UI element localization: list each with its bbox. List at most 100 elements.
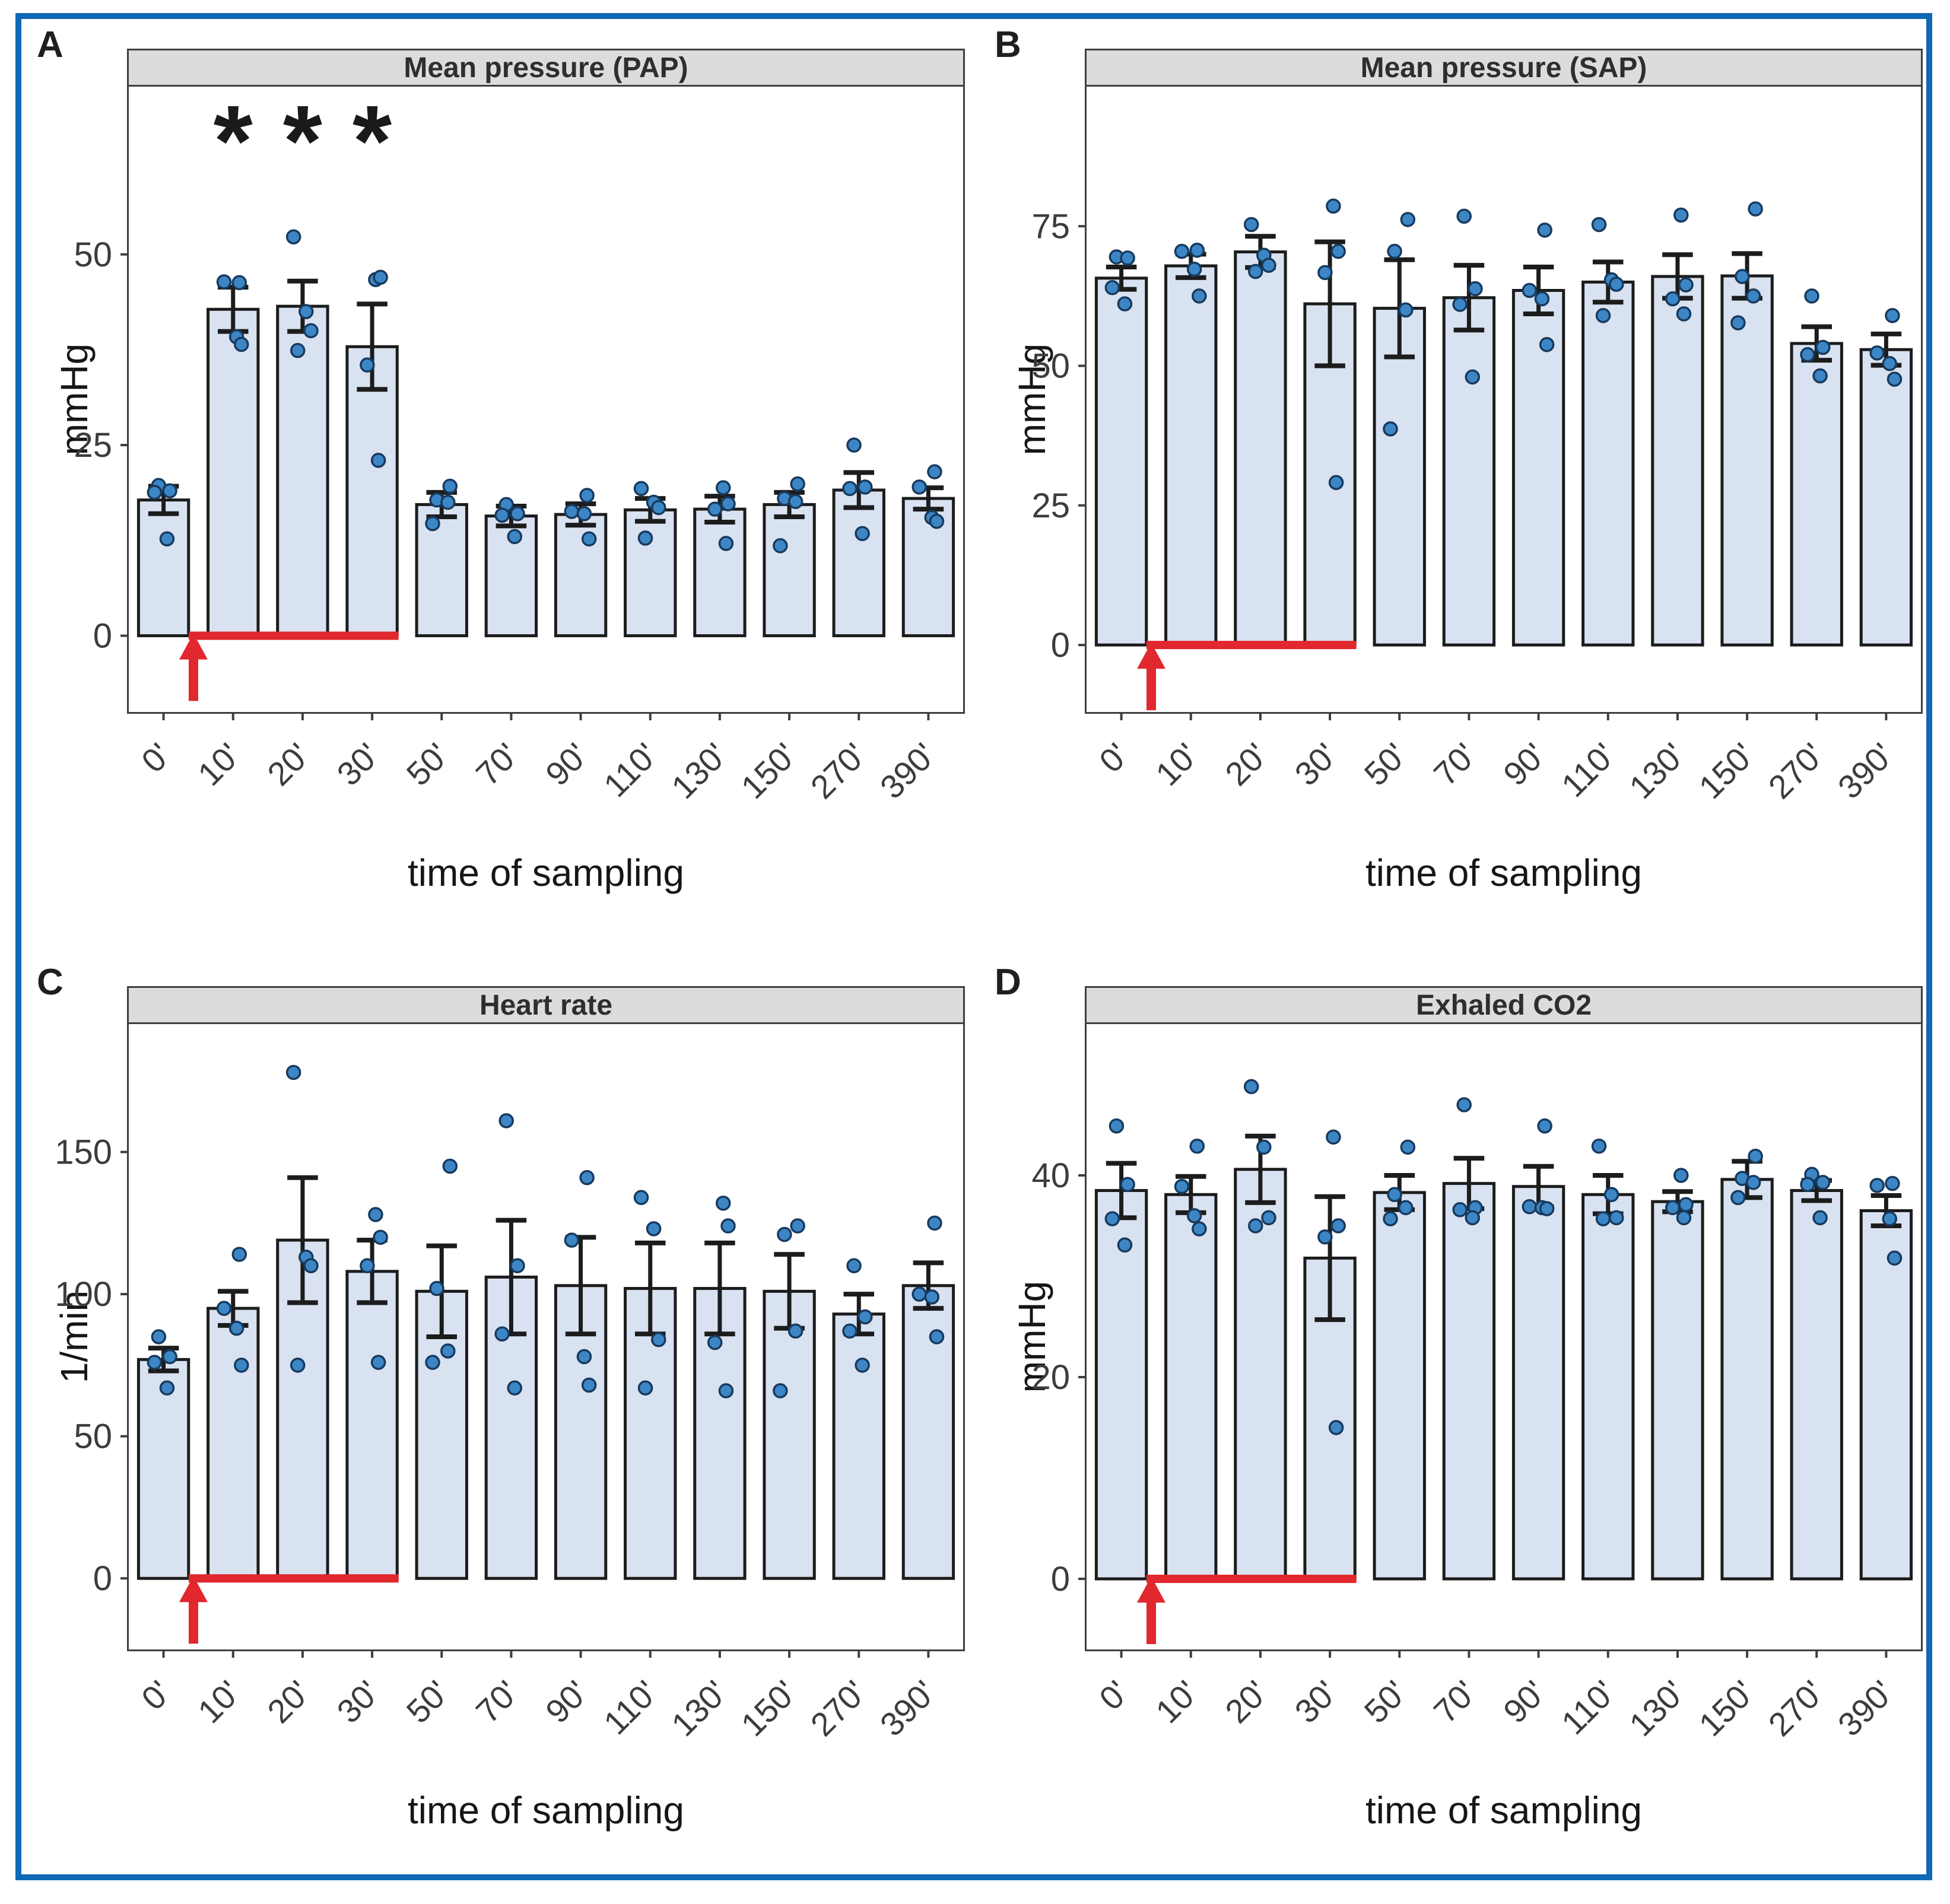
y-tick-label: 0 xyxy=(93,616,112,655)
data-point xyxy=(842,481,858,497)
data-point xyxy=(1673,1168,1689,1183)
data-point xyxy=(1465,369,1481,385)
data-point xyxy=(1383,1211,1398,1226)
data-point xyxy=(1676,1210,1692,1226)
data-point xyxy=(720,496,736,511)
x-axis-label-pap: time of sampling xyxy=(408,851,684,894)
bar xyxy=(763,1289,816,1580)
bar xyxy=(1581,280,1635,647)
data-point xyxy=(1330,243,1346,259)
data-point xyxy=(1387,243,1402,259)
y-tick-label: 150 xyxy=(55,1133,112,1172)
data-point xyxy=(646,1221,662,1237)
data-point xyxy=(1261,258,1276,273)
data-point xyxy=(1383,421,1398,437)
significance-asterisk: * xyxy=(283,85,322,198)
data-point xyxy=(162,1349,177,1365)
plot-area-heart-rate: 0 50 100 150 0' 10' 20' 30' 50' 70' 90' 110' 130' 150… xyxy=(55,1022,965,1743)
data-point xyxy=(1748,1148,1763,1164)
x-tick-label: 110' xyxy=(596,1673,665,1741)
x-tick-label: 150' xyxy=(1691,736,1761,806)
data-point xyxy=(370,1355,386,1370)
panel-title-exhaled-co2: Exhaled CO2 xyxy=(1085,986,1923,1024)
x-tick-label: 30' xyxy=(1287,736,1344,793)
x-tick-label: 90' xyxy=(1496,1673,1553,1730)
data-point xyxy=(787,494,803,509)
y-tick-label: 25 xyxy=(74,426,112,465)
data-point xyxy=(1869,1178,1885,1193)
data-point xyxy=(1522,1199,1538,1215)
x-tick-label: 150' xyxy=(733,1673,803,1743)
data-point xyxy=(290,1358,306,1373)
data-point xyxy=(716,480,731,495)
x-tick-label: 270' xyxy=(1761,1673,1831,1743)
data-point xyxy=(1745,288,1761,304)
data-point xyxy=(924,1289,940,1305)
treatment-arrow xyxy=(188,654,198,701)
data-point xyxy=(290,342,306,358)
treatment-line xyxy=(188,631,399,640)
data-point xyxy=(1468,281,1483,297)
x-tick-label: 50' xyxy=(1357,1673,1414,1730)
data-point xyxy=(368,1207,383,1222)
data-point xyxy=(1534,291,1550,307)
plot-area-exhaled-co2: 0 20 40 0' 10' 20' 30' 50' 70' 90' 110' 130' 150' 270… xyxy=(1031,1022,1923,1743)
data-point xyxy=(303,323,319,339)
treatment-line xyxy=(1146,1575,1357,1583)
data-point xyxy=(1243,1079,1259,1095)
x-tick-label: 50' xyxy=(399,736,456,793)
panel-letter-d: D xyxy=(995,962,1021,1003)
data-point xyxy=(1730,1190,1746,1206)
y-tick-label: 0 xyxy=(93,1559,112,1598)
exhaled-co2-chart: 0 20 40 0' 10' 20' 30' 50' 70' 90' 110'130'150'270… xyxy=(1031,1079,1913,1743)
data-point xyxy=(147,1355,163,1370)
data-point xyxy=(581,1377,597,1393)
x-tick-label: 30' xyxy=(329,1673,386,1730)
bar xyxy=(1651,275,1704,647)
bar xyxy=(554,513,608,637)
x-tick-label: 20' xyxy=(260,736,317,793)
bar xyxy=(276,1238,329,1580)
data-point xyxy=(1609,276,1624,292)
data-point xyxy=(1882,1211,1898,1226)
data-point xyxy=(159,1380,175,1396)
data-point xyxy=(1678,277,1694,293)
bar xyxy=(1164,1193,1218,1581)
data-point xyxy=(425,516,440,532)
data-point xyxy=(858,1309,873,1325)
data-point xyxy=(718,536,734,551)
panel-exhaled-co2: D Exhaled CO2 mmHg 0 20 40 0' 10' 20' 30' 50' 70… xyxy=(979,953,1929,1884)
data-point xyxy=(1522,282,1538,298)
data-point xyxy=(1398,1200,1414,1216)
data-point xyxy=(1678,1197,1694,1213)
data-point xyxy=(373,1229,388,1245)
bar xyxy=(1511,1185,1565,1581)
data-point xyxy=(927,1215,942,1231)
data-point xyxy=(912,479,927,495)
data-point xyxy=(718,1383,734,1398)
treatment-arrow-head xyxy=(179,1576,208,1603)
data-point xyxy=(1815,1175,1831,1190)
bar xyxy=(1720,274,1774,647)
data-point xyxy=(773,1383,788,1398)
bar xyxy=(1164,264,1218,647)
bar xyxy=(832,1312,885,1580)
data-point xyxy=(633,1190,649,1205)
data-point xyxy=(1882,356,1898,371)
data-point xyxy=(790,1218,805,1234)
bar xyxy=(1581,1193,1635,1581)
y-tick-label: 50 xyxy=(74,236,112,274)
data-point xyxy=(1539,337,1555,352)
bar xyxy=(1790,342,1843,647)
data-point xyxy=(1109,1118,1125,1134)
data-point xyxy=(1117,1237,1133,1253)
data-point xyxy=(1591,217,1607,233)
data-point xyxy=(1815,339,1831,355)
data-point xyxy=(510,1258,525,1273)
data-point xyxy=(787,1323,803,1339)
x-tick-label: 70' xyxy=(1427,1673,1484,1730)
x-tick-label: 150' xyxy=(733,736,803,806)
data-point xyxy=(442,478,458,494)
data-point xyxy=(773,538,788,554)
data-point xyxy=(1591,1138,1607,1154)
